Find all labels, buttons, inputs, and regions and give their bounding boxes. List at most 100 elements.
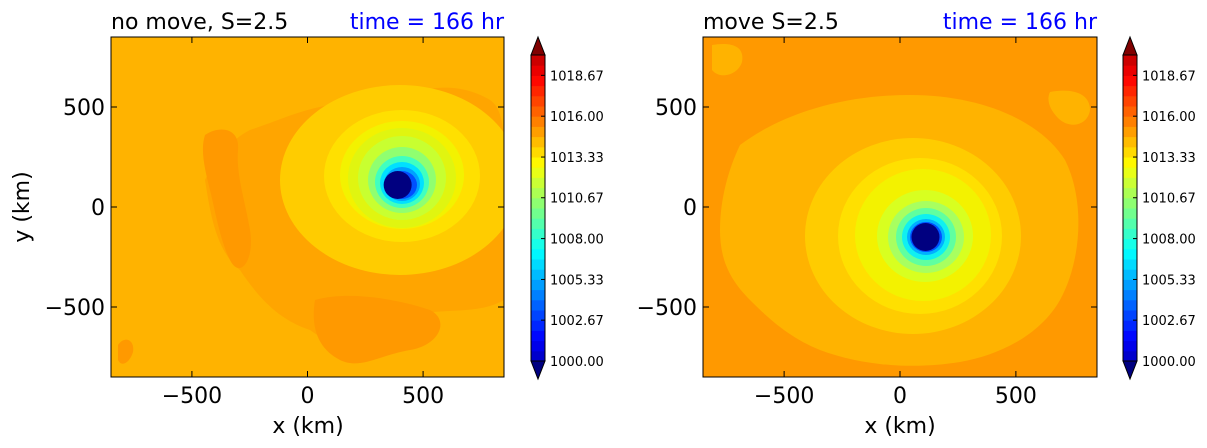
colorbar-band bbox=[1123, 116, 1137, 127]
x-tick-label: −500 bbox=[754, 384, 814, 409]
colorbar-band bbox=[1123, 146, 1137, 158]
colorbar-band bbox=[1123, 136, 1137, 148]
colorbar-band bbox=[1123, 269, 1137, 280]
x-tick-label: 0 bbox=[893, 384, 907, 409]
colorbar-tick-label: 1002.67 bbox=[1142, 314, 1196, 329]
colorbar-tick-label: 1013.33 bbox=[1142, 151, 1196, 166]
colorbar-band bbox=[531, 177, 545, 189]
y-tick-label: −500 bbox=[45, 296, 105, 321]
low-center bbox=[911, 223, 940, 251]
contour-field bbox=[111, 37, 504, 377]
colorbar-band bbox=[531, 167, 545, 178]
colorbar-band bbox=[1123, 75, 1137, 87]
colorbar-tick-label: 1018.67 bbox=[550, 69, 604, 84]
colorbar-band bbox=[531, 330, 545, 342]
colorbar-band bbox=[1123, 228, 1137, 240]
contour-band bbox=[202, 129, 251, 269]
colorbar-band bbox=[531, 187, 545, 199]
y-tick-label: 500 bbox=[655, 96, 697, 121]
colorbar-band bbox=[1123, 320, 1137, 331]
colorbar-band bbox=[1123, 279, 1137, 291]
colorbar-band bbox=[1123, 187, 1137, 199]
colorbar-frame bbox=[1122, 54, 1138, 362]
colorbar-extend-min bbox=[1122, 360, 1138, 381]
colorbar-band bbox=[1123, 350, 1137, 362]
x-tick-label: 500 bbox=[995, 384, 1037, 409]
colorbar-band bbox=[531, 126, 545, 138]
colorbar-band bbox=[1123, 177, 1137, 189]
colorbar-band bbox=[531, 116, 545, 127]
colorbar-band bbox=[1123, 248, 1137, 260]
colorbar-band bbox=[531, 259, 545, 270]
colorbar-band bbox=[1123, 289, 1137, 301]
title-right: time = 166 hr bbox=[943, 10, 1098, 35]
colorbar-tick-label: 1008.00 bbox=[1142, 233, 1196, 248]
colorbar-band bbox=[1123, 95, 1137, 107]
colorbar-band bbox=[1123, 218, 1137, 229]
colorbar-band bbox=[1123, 167, 1137, 178]
x-axis-label: x (km) bbox=[864, 414, 935, 439]
colorbar-band bbox=[531, 269, 545, 280]
colorbar-band bbox=[1123, 55, 1137, 66]
title-right: time = 166 hr bbox=[350, 10, 505, 35]
colorbar-band bbox=[1123, 85, 1137, 97]
y-tick-label: 0 bbox=[91, 196, 105, 221]
colorbar-band bbox=[1123, 259, 1137, 270]
contour-band bbox=[118, 339, 134, 364]
colorbar-band bbox=[1123, 238, 1137, 250]
colorbar-band bbox=[531, 228, 545, 240]
colorbar-band bbox=[531, 208, 545, 219]
colorbar-frame bbox=[530, 54, 546, 362]
colorbar-band bbox=[1123, 208, 1137, 219]
colorbar-tick-label: 1013.33 bbox=[550, 151, 604, 166]
colorbar-band bbox=[1123, 330, 1137, 342]
colorbar-tick-label: 1018.67 bbox=[1142, 69, 1196, 84]
colorbar-band bbox=[1123, 126, 1137, 138]
colorbar-band bbox=[531, 310, 545, 321]
y-tick-label: 0 bbox=[683, 196, 697, 221]
colorbar-tick-label: 1010.67 bbox=[550, 192, 604, 207]
colorbar-band bbox=[1123, 157, 1137, 168]
colorbar-tick-label: 1008.00 bbox=[550, 233, 604, 248]
colorbar-band bbox=[1123, 197, 1137, 209]
colorbar-band bbox=[1123, 65, 1137, 76]
colorbar-band bbox=[1123, 299, 1137, 311]
axis-ticks: −500 0 500 −500 0 500 bbox=[637, 37, 1097, 409]
colorbar-tick-label: 1010.67 bbox=[1142, 192, 1196, 207]
colorbar-band bbox=[531, 248, 545, 260]
colorbar-band bbox=[531, 85, 545, 97]
x-tick-label: 0 bbox=[301, 384, 315, 409]
colorbar-band bbox=[531, 320, 545, 331]
colorbar: 1000.00 1002.67 1005.33 1008.00 1010.67 1013.… bbox=[1122, 35, 1196, 381]
colorbar-tick-label: 1002.67 bbox=[550, 314, 604, 329]
colorbar-band bbox=[531, 95, 545, 107]
colorbar-tick-label: 1000.00 bbox=[550, 355, 604, 370]
colorbar-band bbox=[531, 238, 545, 250]
colorbar-band bbox=[531, 146, 545, 158]
low-center bbox=[383, 171, 412, 199]
colorbar-band bbox=[531, 106, 545, 117]
title-left: move S=2.5 bbox=[703, 10, 839, 35]
colorbar-band bbox=[1123, 310, 1137, 321]
colorbar-band bbox=[531, 340, 545, 352]
colorbar-band bbox=[531, 279, 545, 291]
colorbar-tick-label: 1016.00 bbox=[550, 110, 604, 125]
colorbar-band bbox=[531, 350, 545, 362]
colorbar-band bbox=[531, 218, 545, 229]
panel-move: move S=2.5 time = 166 hr −500 0 500 −500 0 50… bbox=[637, 10, 1196, 439]
colorbar-extend-min bbox=[530, 360, 546, 381]
contour-band bbox=[1048, 90, 1090, 125]
colorbar-band bbox=[531, 136, 545, 148]
colorbar-tick-label: 1005.33 bbox=[1142, 273, 1196, 288]
y-tick-label: 500 bbox=[63, 96, 105, 121]
colorbar-band bbox=[1123, 340, 1137, 352]
panel-no-move: no move, S=2.5 time = 166 hr −500 0 500−50… bbox=[10, 10, 604, 439]
contour-band bbox=[313, 295, 441, 364]
x-tick-label: −500 bbox=[162, 384, 222, 409]
colorbar-band bbox=[531, 299, 545, 311]
colorbar-band bbox=[531, 65, 545, 76]
contour-field bbox=[703, 37, 1097, 377]
axis-ticks: −500 0 500 −500 0 500 bbox=[45, 37, 504, 409]
x-tick-label: 500 bbox=[402, 384, 444, 409]
